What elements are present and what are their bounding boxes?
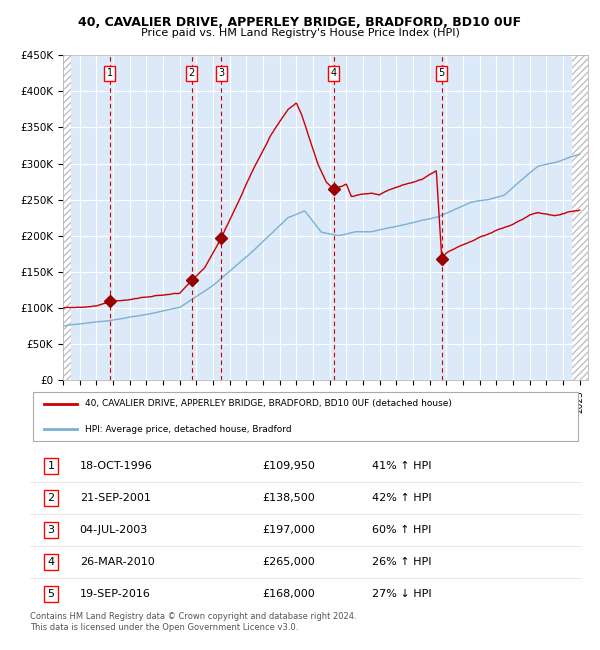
Text: 5: 5	[47, 589, 55, 599]
Text: 2: 2	[188, 68, 195, 78]
Text: 4: 4	[47, 557, 55, 567]
Text: 19-SEP-2016: 19-SEP-2016	[80, 589, 151, 599]
Text: 18-OCT-1996: 18-OCT-1996	[80, 462, 152, 471]
Text: 21-SEP-2001: 21-SEP-2001	[80, 493, 151, 503]
Text: 41% ↑ HPI: 41% ↑ HPI	[372, 462, 432, 471]
Text: 1: 1	[47, 462, 55, 471]
Bar	[63, 55, 71, 380]
Text: 1: 1	[107, 68, 113, 78]
Text: 4: 4	[331, 68, 337, 78]
Text: 40, CAVALIER DRIVE, APPERLEY BRIDGE, BRADFORD, BD10 0UF: 40, CAVALIER DRIVE, APPERLEY BRIDGE, BRA…	[79, 16, 521, 29]
Text: £109,950: £109,950	[262, 462, 315, 471]
Text: 26% ↑ HPI: 26% ↑ HPI	[372, 557, 432, 567]
Text: £138,500: £138,500	[262, 493, 314, 503]
Text: 2: 2	[47, 493, 55, 503]
Text: 3: 3	[218, 68, 224, 78]
Text: 60% ↑ HPI: 60% ↑ HPI	[372, 525, 431, 535]
Text: 5: 5	[439, 68, 445, 78]
Text: Contains HM Land Registry data © Crown copyright and database right 2024.
This d: Contains HM Land Registry data © Crown c…	[30, 612, 356, 632]
Text: £168,000: £168,000	[262, 589, 314, 599]
Text: 40, CAVALIER DRIVE, APPERLEY BRIDGE, BRADFORD, BD10 0UF (detached house): 40, CAVALIER DRIVE, APPERLEY BRIDGE, BRA…	[85, 399, 452, 408]
Text: 3: 3	[47, 525, 55, 535]
Text: 42% ↑ HPI: 42% ↑ HPI	[372, 493, 432, 503]
Text: 04-JUL-2003: 04-JUL-2003	[80, 525, 148, 535]
Text: Price paid vs. HM Land Registry's House Price Index (HPI): Price paid vs. HM Land Registry's House …	[140, 28, 460, 38]
Text: 27% ↓ HPI: 27% ↓ HPI	[372, 589, 432, 599]
Bar	[572, 55, 597, 380]
Text: £265,000: £265,000	[262, 557, 314, 567]
FancyBboxPatch shape	[33, 392, 578, 441]
Text: HPI: Average price, detached house, Bradford: HPI: Average price, detached house, Brad…	[85, 425, 292, 434]
Text: 26-MAR-2010: 26-MAR-2010	[80, 557, 154, 567]
Text: £197,000: £197,000	[262, 525, 315, 535]
